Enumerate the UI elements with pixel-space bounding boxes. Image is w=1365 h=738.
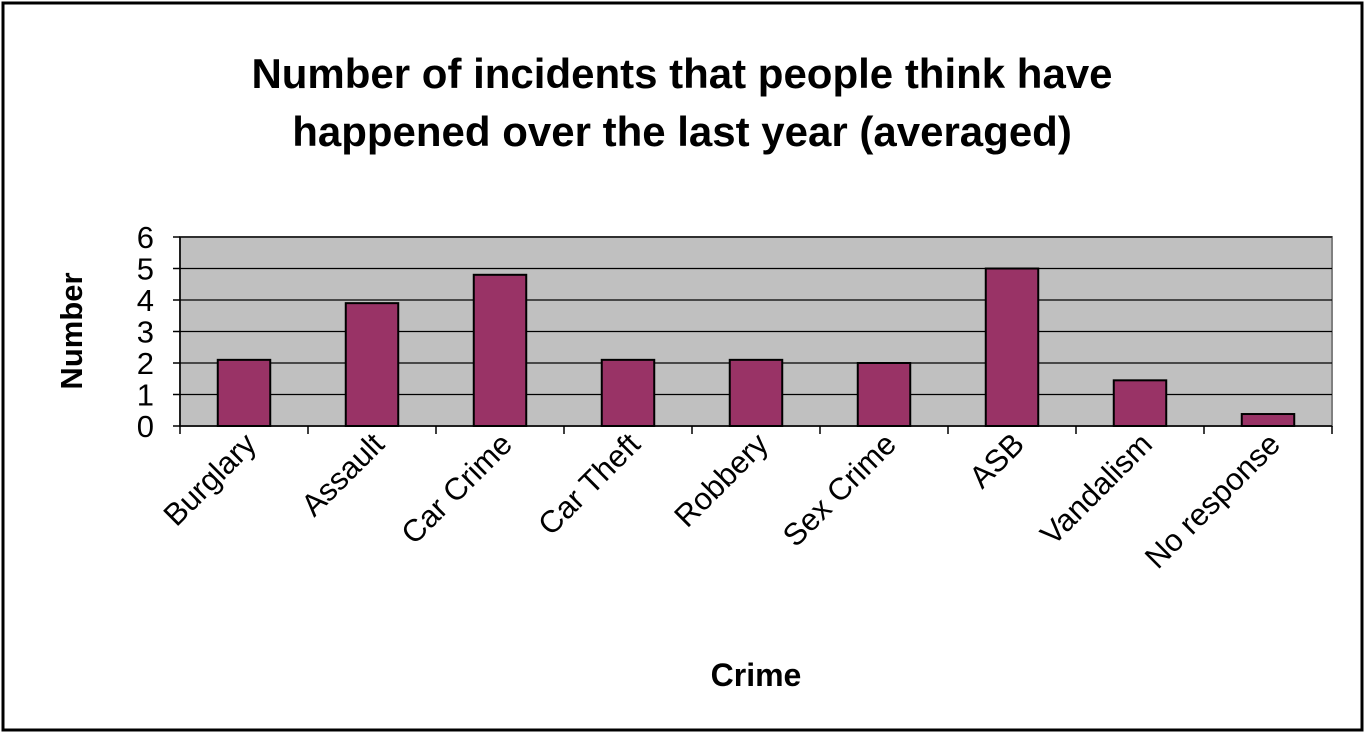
- y-tick-label: 1: [137, 378, 154, 413]
- x-axis-label: Crime: [711, 657, 802, 693]
- y-axis-label: Number: [54, 272, 89, 389]
- bar-assault: [344, 302, 400, 427]
- y-tick-label: 0: [137, 409, 154, 444]
- y-tick-label: 6: [137, 220, 154, 255]
- y-tick-label: 5: [137, 252, 154, 287]
- bar-sex-crime: [856, 362, 912, 427]
- bar-car-theft: [600, 358, 656, 428]
- bar-robbery: [728, 358, 784, 428]
- y-tick-label: 2: [137, 346, 154, 381]
- y-tick-label: 4: [137, 283, 154, 318]
- bar-burglary: [216, 358, 272, 428]
- bar-no-response: [1240, 413, 1296, 427]
- y-tick-label: 3: [137, 315, 154, 350]
- bar-asb: [984, 267, 1040, 427]
- bar-vandalism: [1112, 379, 1168, 428]
- chart-title-line-1: Number of incidents that people think ha…: [251, 50, 1112, 97]
- x-axis-ticks: [179, 426, 1333, 434]
- bars: [216, 267, 1296, 428]
- chart-title-line-2: happened over the last year (averaged): [292, 108, 1072, 155]
- bar-car-crime: [472, 273, 528, 427]
